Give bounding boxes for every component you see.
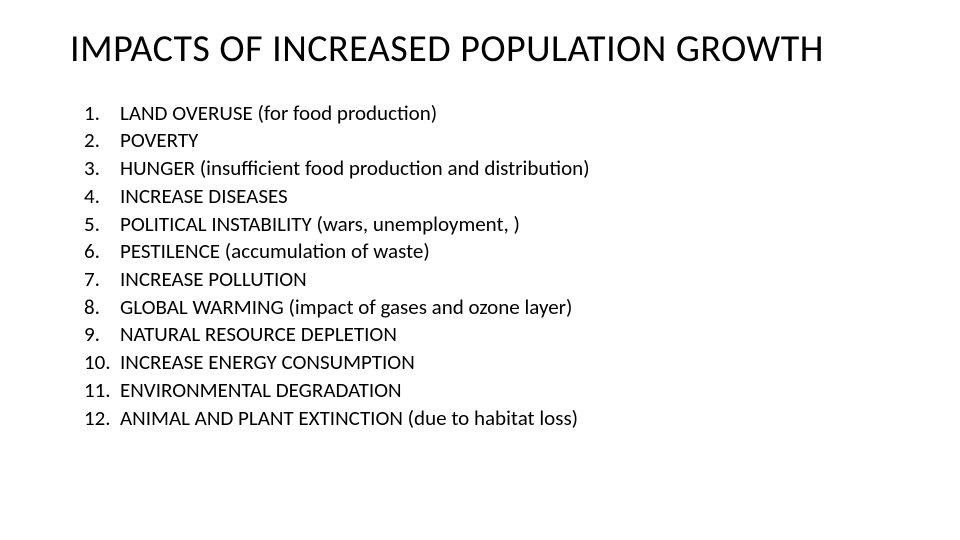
list-item: INCREASE POLLUTION xyxy=(84,266,900,294)
list-item: ANIMAL AND PLANT EXTINCTION (due to habi… xyxy=(84,405,900,433)
list-item: ENVIRONMENTAL DEGRADATION xyxy=(84,377,900,405)
list-item: POLITICAL INSTABILITY (wars, unemploymen… xyxy=(84,211,900,239)
impact-list: LAND OVERUSE (for food production) POVER… xyxy=(84,100,900,433)
list-item: LAND OVERUSE (for food production) xyxy=(84,100,900,128)
slide-title: IMPACTS OF INCREASED POPULATION GROWTH xyxy=(70,28,900,72)
list-item: HUNGER (insufficient food production and… xyxy=(84,155,900,183)
list-item: NATURAL RESOURCE DEPLETION xyxy=(84,321,900,349)
list-item: INCREASE ENERGY CONSUMPTION xyxy=(84,349,900,377)
list-item: GLOBAL WARMING (impact of gases and ozon… xyxy=(84,294,900,322)
list-item: INCREASE DISEASES xyxy=(84,183,900,211)
list-item: POVERTY xyxy=(84,127,900,155)
list-item: PESTILENCE (accumulation of waste) xyxy=(84,238,900,266)
slide: IMPACTS OF INCREASED POPULATION GROWTH L… xyxy=(0,0,960,540)
